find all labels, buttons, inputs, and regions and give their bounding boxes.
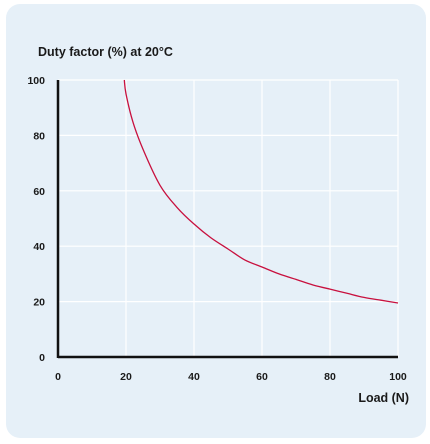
y-tick-labels: 0 20 40 60 80 100: [27, 75, 45, 364]
y-tick-label-80: 80: [33, 130, 45, 142]
x-tick-label-40: 40: [188, 371, 200, 383]
x-tick-label-100: 100: [389, 371, 407, 383]
y-tick-label-40: 40: [33, 241, 45, 253]
y-tick-label-100: 100: [27, 75, 45, 87]
y-tick-label-20: 20: [33, 297, 45, 309]
x-tick-label-80: 80: [324, 371, 336, 383]
chart-panel: [6, 4, 426, 438]
x-tick-label-20: 20: [120, 371, 132, 383]
x-tick-label-0: 0: [55, 371, 61, 383]
y-tick-label-60: 60: [33, 186, 45, 198]
x-axis-label: Load (N): [358, 391, 409, 405]
y-tick-label-0: 0: [39, 352, 45, 364]
chart-title: Duty factor (%) at 20°C: [38, 45, 173, 59]
x-tick-label-60: 60: [256, 371, 268, 383]
series-line-duty-factor: [123, 79, 399, 304]
x-tick-labels: 0 20 40 60 80 100: [55, 371, 407, 383]
grid: [58, 79, 399, 357]
